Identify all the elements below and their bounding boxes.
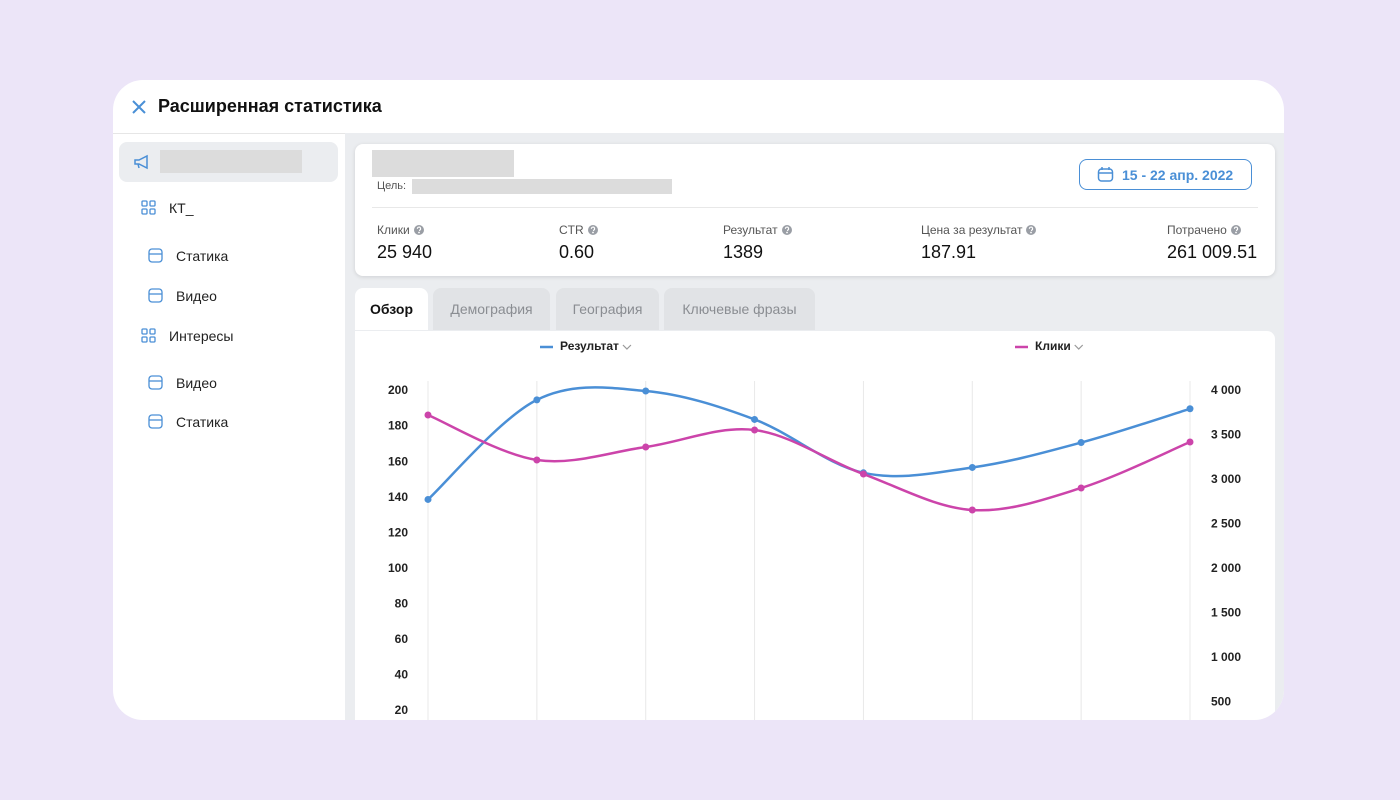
point [751, 415, 759, 423]
y2-tick-label: 2 000 [1211, 561, 1241, 575]
sidebar-item[interactable]: Статика [176, 248, 229, 264]
tab[interactable]: Ключевые фразы [664, 288, 815, 330]
point [1077, 439, 1085, 447]
sidebar-group[interactable]: КТ_ [169, 200, 194, 216]
point [1077, 484, 1085, 492]
y-tick-label: 60 [395, 632, 409, 646]
tab[interactable]: Обзор [355, 288, 428, 330]
date-button[interactable]: 15 - 22 апр. 2022 [1079, 159, 1252, 190]
y2-tick-label: 3 500 [1211, 428, 1241, 442]
sidebar-item[interactable]: Статика [176, 414, 229, 430]
window-title: Расширенная статистика [158, 96, 382, 116]
help-icon[interactable] [414, 225, 424, 235]
y-tick-label: 200 [388, 383, 408, 397]
campaign-icon [134, 154, 148, 170]
sidebar-item[interactable]: Видео [176, 288, 217, 304]
card-divider [372, 207, 1258, 208]
metric-value: 187.91 [921, 242, 977, 262]
point [424, 411, 432, 419]
group-icon [141, 200, 156, 215]
metric-label: Клики [377, 223, 410, 237]
help-icon[interactable] [1231, 225, 1241, 235]
chart: 20 40 60 80 100 120 140 160 180 200 500 1 000 1 500 2… [388, 339, 1241, 720]
y2-tick-label: 500 [1211, 694, 1231, 708]
series-line [427, 413, 1191, 512]
metric-label: CTR [559, 223, 584, 237]
y-tick-label: 40 [395, 668, 409, 682]
sidebar-item[interactable]: Видео [176, 375, 217, 391]
point [642, 387, 650, 395]
metric-label: Цена за результат [921, 223, 1023, 237]
y2-tick-label: 1 000 [1211, 650, 1241, 664]
y-tick-label: 100 [388, 561, 408, 575]
y-tick-label: 160 [388, 454, 408, 468]
point [1186, 438, 1194, 446]
legend-chevron [1074, 344, 1084, 350]
y2-tick-label: 1 500 [1211, 605, 1241, 619]
help-icon[interactable] [782, 225, 792, 235]
y2-tick-label: 4 000 [1211, 383, 1241, 397]
stats-window: Расширенная статистика КТ_ Статика Видео… [113, 80, 1284, 720]
ad-icon [148, 288, 163, 303]
placeholder [372, 150, 514, 177]
y-tick-label: 180 [388, 419, 408, 433]
point [533, 396, 541, 404]
calendar-icon [1097, 167, 1114, 182]
point [1186, 405, 1194, 413]
metric-value: 0.60 [559, 242, 595, 262]
point [859, 470, 867, 478]
ad-icon [148, 248, 163, 263]
metric-value: 261 009.51 [1167, 242, 1258, 262]
help-icon[interactable] [588, 225, 598, 235]
group-icon [141, 328, 156, 343]
point [533, 456, 541, 464]
point [968, 506, 976, 514]
placeholder [412, 179, 672, 194]
metric-value: 25 940 [377, 242, 433, 262]
y-tick-label: 80 [395, 597, 409, 611]
legend-label: Результат [560, 339, 619, 353]
date-range: 15 - 22 апр. 2022 [1122, 167, 1234, 183]
ad-icon [148, 375, 163, 390]
summary-card: Цель: 15 - 22 апр. 2022 Клики 25 940 CTR 0.… [355, 144, 1275, 276]
metric-value: 1389 [723, 242, 764, 262]
goal-label: Цель: [377, 180, 407, 192]
ad-icon [148, 414, 163, 429]
help-icon[interactable] [1026, 225, 1036, 235]
point [642, 443, 650, 451]
chart-panel: 20 40 60 80 100 120 140 160 180 200 500 1 000 1 500 2… [355, 331, 1275, 720]
y2-tick-label: 2 500 [1211, 517, 1241, 531]
legend-label: Клики [1035, 339, 1071, 353]
y-tick-label: 140 [388, 490, 408, 504]
placeholder [160, 150, 302, 173]
point [751, 426, 759, 434]
tab[interactable]: География [556, 288, 659, 330]
point [968, 463, 976, 471]
metric-label: Результат [723, 223, 778, 237]
series-line [427, 386, 1191, 501]
y-tick-label: 120 [388, 525, 408, 539]
y-tick-label: 20 [395, 703, 409, 717]
sidebar-group[interactable]: Интересы [169, 328, 234, 344]
point [424, 495, 432, 503]
metric-label: Потрачено [1167, 223, 1227, 237]
tab[interactable]: Демография [433, 288, 550, 330]
close-button[interactable] [131, 99, 147, 115]
y2-tick-label: 3 000 [1211, 472, 1241, 486]
legend-chevron [622, 344, 632, 350]
